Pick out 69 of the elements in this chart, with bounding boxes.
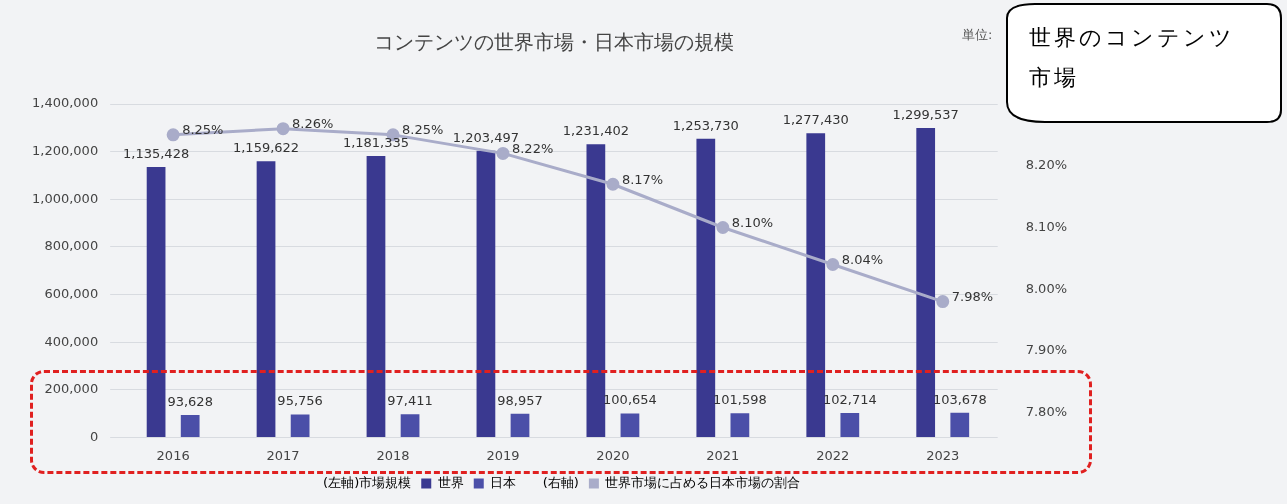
bar [806,133,826,437]
text: 単位: [962,27,993,43]
y-tick-label: 1,200,000 [31,143,99,158]
data-label: 1,203,497 [452,129,520,145]
bar [696,138,716,437]
y-tick-label: 200,000 [44,381,99,397]
text: (左軸)市場規模 [323,474,412,490]
bar [730,413,750,437]
data-label: 1,277,430 [782,112,849,128]
data-label: 8.10% [731,214,774,230]
x-tick-label: 2021 [706,447,740,463]
bar [840,412,860,437]
data-label: 1,231,402 [562,123,629,139]
bar [400,414,420,437]
point [166,128,180,142]
x-tick-label: 2023 [926,447,960,463]
y2-tick-label: 8.20% [1025,157,1068,173]
y-tick-label: 1,000,000 [31,190,99,206]
y-tick-label: 800,000 [44,238,99,254]
bar [366,156,386,437]
legend-label: 日本 [490,474,517,490]
legend-label: 世界 [437,474,464,490]
data-label: 8.26% [292,116,334,132]
chart-title: コンテンツの世界市場・日本市場の規模 [373,30,734,55]
bar [180,415,200,437]
y2-tick-label: 8.00% [1025,280,1068,296]
bar [916,127,936,437]
data-label: 1,135,428 [123,145,190,161]
speech-bubble: 世界のコンテンツ市場 [1005,2,1283,124]
legend-label: 世界市場に占める日本市場の割合 [605,474,801,490]
data-label: 1,299,537 [892,106,959,122]
x-tick-label: 2016 [156,447,190,463]
data-label: 8.04% [841,251,884,267]
bar [290,414,310,437]
point [606,177,620,191]
data-label: 98,957 [497,392,543,408]
point [936,295,950,309]
point [826,258,840,272]
y2-tick-label: 7.80% [1025,404,1068,420]
data-label: 95,756 [277,393,323,409]
y-tick-label: 600,000 [44,285,99,301]
x-tick-label: 2022 [816,447,850,463]
data-label: 8.25% [182,122,224,138]
data-label: 7.98% [951,288,994,304]
x-tick-label: 2017 [266,447,300,463]
x-tick-label: 2018 [376,447,410,463]
x-tick-label: 2020 [596,447,630,463]
bar [256,161,276,437]
bar [950,412,970,437]
bar [146,167,166,437]
y2-tick-label: 8.10% [1025,218,1068,234]
bar [620,413,640,437]
data-label: 8.17% [621,171,664,187]
y-tick-label: 0 [89,428,99,444]
bar [586,144,606,437]
text: (右軸) [542,474,579,490]
x-tick-label: 2019 [486,447,520,463]
bar [476,150,496,437]
data-label: 1,159,622 [232,140,300,156]
y2-tick-label: 7.90% [1025,342,1068,358]
y-tick-label: 1,400,000 [31,95,99,111]
y-tick-label: 400,000 [44,333,99,349]
bar [510,413,530,437]
point [276,122,290,136]
data-label: 1,253,730 [672,117,739,133]
point [716,220,730,234]
point [496,146,510,160]
data-label: 97,411 [387,393,433,409]
data-label: 93,628 [167,393,213,409]
